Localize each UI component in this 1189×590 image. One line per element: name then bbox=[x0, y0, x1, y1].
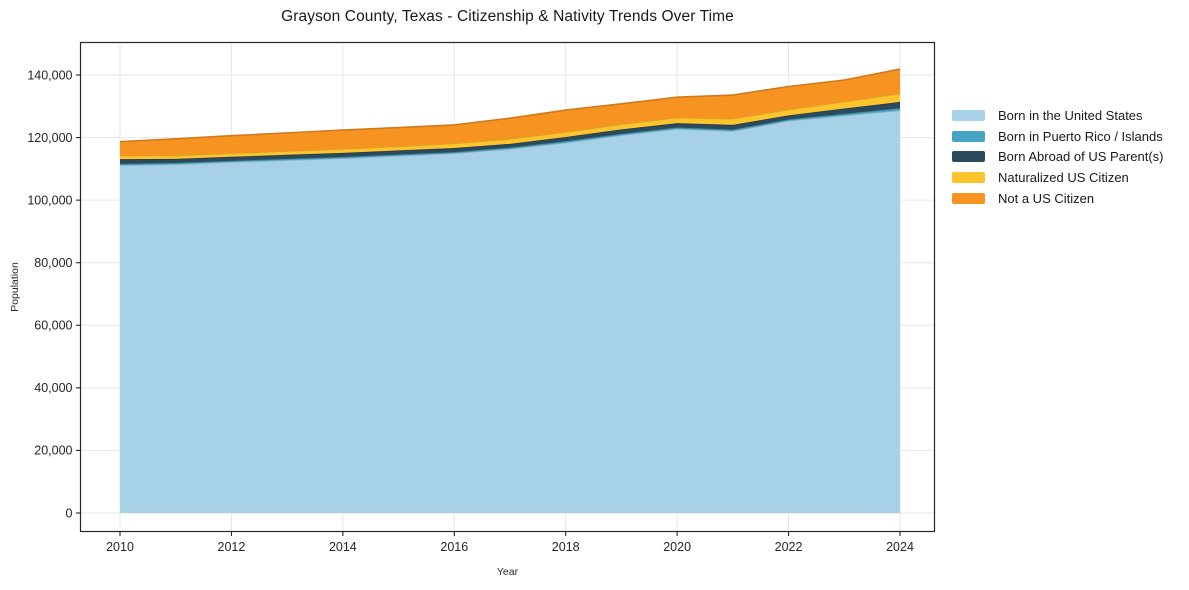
legend-item-born-in-us: Born in the United States bbox=[952, 105, 1163, 126]
legend-swatch-born-abroad bbox=[952, 151, 985, 163]
x-tick-label: 2022 bbox=[775, 540, 803, 554]
y-tick-label: 120,000 bbox=[27, 131, 72, 145]
area-not-citizen bbox=[120, 69, 900, 156]
legend-swatch-not-citizen bbox=[952, 192, 985, 204]
plot-border bbox=[79, 41, 936, 533]
x-tick-label: 2012 bbox=[218, 540, 246, 554]
legend-swatch-born-in-us bbox=[952, 109, 985, 121]
y-tick-label: 80,000 bbox=[34, 256, 72, 270]
y-tick-label: 140,000 bbox=[27, 68, 72, 82]
legend-swatch-puerto-rico-islands bbox=[952, 130, 985, 142]
legend-label: Naturalized US Citizen bbox=[998, 169, 1129, 185]
y-tick-label: 100,000 bbox=[27, 193, 72, 207]
legend-item-naturalized: Naturalized US Citizen bbox=[952, 167, 1163, 188]
y-tick-label: 40,000 bbox=[34, 381, 72, 395]
x-tick-label: 2018 bbox=[552, 540, 580, 554]
legend-item-puerto-rico-islands: Born in Puerto Rico / Islands bbox=[952, 126, 1163, 147]
area-born-in-us bbox=[120, 110, 900, 514]
chart-title: Grayson County, Texas - Citizenship & Na… bbox=[281, 8, 734, 25]
chart-legend: Born in the United States Born in Puerto … bbox=[952, 105, 1163, 208]
legend-swatch-naturalized bbox=[952, 171, 985, 183]
x-axis-label: Year bbox=[496, 566, 519, 578]
x-tick-label: 2024 bbox=[886, 540, 914, 554]
legend-label: Born Abroad of US Parent(s) bbox=[998, 149, 1164, 165]
legend-item-not-citizen: Not a US Citizen bbox=[952, 188, 1163, 209]
legend-label: Born in Puerto Rico / Islands bbox=[998, 128, 1163, 144]
area-edge-not-citizen bbox=[119, 68, 901, 143]
y-tick-label: 60,000 bbox=[34, 319, 72, 333]
legend-item-born-abroad: Born Abroad of US Parent(s) bbox=[952, 146, 1163, 167]
y-tick-label: 20,000 bbox=[34, 444, 72, 458]
x-tick-label: 2014 bbox=[329, 540, 357, 554]
legend-label: Not a US Citizen bbox=[998, 190, 1095, 206]
x-tick-label: 2020 bbox=[663, 540, 691, 554]
legend-label: Born in the United States bbox=[998, 107, 1143, 123]
y-tick-label: 0 bbox=[66, 506, 73, 520]
x-tick-label: 2016 bbox=[440, 540, 468, 554]
x-tick-label: 2010 bbox=[106, 540, 134, 554]
